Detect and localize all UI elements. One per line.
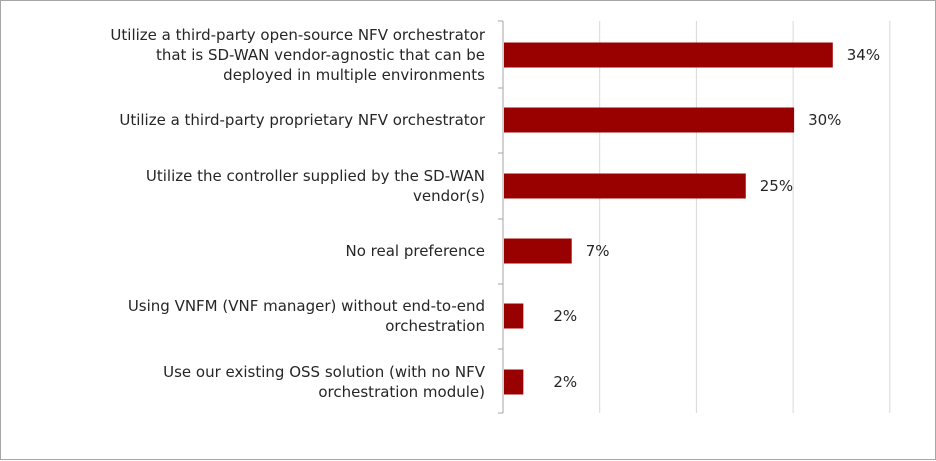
data-label: 25% <box>760 177 793 195</box>
category-label: Using VNFM (VNF manager) without end-to-… <box>128 297 485 315</box>
data-label: 2% <box>553 373 577 391</box>
bar <box>504 238 572 264</box>
category-label: orchestration <box>385 317 485 335</box>
category-label: orchestration module) <box>318 383 485 401</box>
bar <box>504 369 524 395</box>
category-label: Utilize the controller supplied by the S… <box>146 167 485 185</box>
data-label: 30% <box>808 111 841 129</box>
bar <box>504 42 833 68</box>
category-label: that is SD-WAN vendor-agnostic that can … <box>156 46 485 64</box>
category-label: Utilize a third-party proprietary NFV or… <box>119 111 485 129</box>
data-label: 34% <box>847 46 880 64</box>
category-label: Utilize a third-party open-source NFV or… <box>110 26 485 44</box>
bar <box>504 173 746 199</box>
category-label: Use our existing OSS solution (with no N… <box>163 363 486 381</box>
category-label: No real preference <box>345 242 485 260</box>
data-label: 2% <box>553 307 577 325</box>
category-label: vendor(s) <box>413 187 485 205</box>
category-label: deployed in multiple environments <box>223 66 485 84</box>
data-label: 7% <box>586 242 610 260</box>
bar <box>504 303 524 329</box>
bar <box>504 107 795 133</box>
